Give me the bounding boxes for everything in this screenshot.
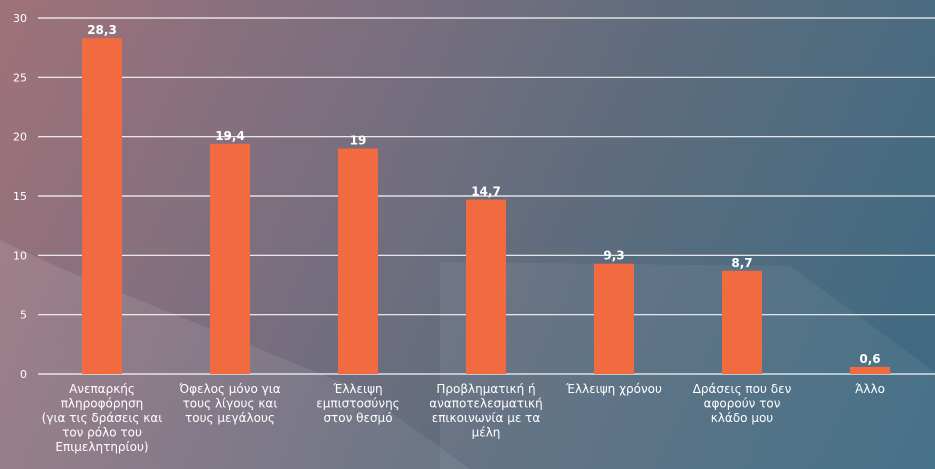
bar-value-label: 8,7 (731, 256, 752, 270)
category-label: τον ρόλο του (62, 426, 142, 440)
category-label: Επιμελητηρίου) (55, 440, 148, 454)
category-label: Δράσεις που δεν (693, 382, 792, 396)
bar-value-label: 14,7 (471, 185, 501, 199)
bar-value-label: 19,4 (215, 129, 245, 143)
bar-3 (338, 148, 378, 374)
category-label: Ανεπαρκής (69, 382, 135, 396)
category-label: Προβληματική ή (436, 382, 535, 396)
category-label: εμπιστοσύνης (316, 397, 399, 411)
category-label: Άλλο (855, 382, 885, 396)
category-label: επικοινωνία με τα (432, 411, 541, 425)
category-label: Έλλειψη χρόνου (565, 382, 662, 396)
bar-value-label: 9,3 (603, 249, 624, 263)
y-tick-label: 10 (13, 249, 27, 262)
category-label: πληροφόρηση (61, 397, 144, 411)
bar-value-label: 0,6 (859, 352, 880, 366)
category-label: τους λίγους και (183, 397, 278, 411)
category-label: στον θεσμό (323, 411, 392, 425)
bar-6 (722, 270, 762, 374)
y-tick-label: 20 (13, 131, 27, 144)
bar-1 (82, 38, 122, 374)
category-label: (για τις δράσεις και (42, 411, 163, 425)
category-label: Έλλειψη (332, 382, 382, 396)
category-label: αφορούν τον (704, 397, 781, 411)
bar-4 (466, 199, 506, 374)
y-tick-label: 25 (13, 71, 27, 84)
bar-value-label: 28,3 (87, 23, 117, 37)
category-label: κλάδο μου (711, 411, 774, 425)
category-label: μέλη (472, 426, 501, 440)
category-label: τους μεγάλους (185, 411, 275, 425)
bar-5 (594, 263, 634, 374)
bar-value-label: 19 (350, 134, 367, 148)
bar-7 (850, 366, 890, 374)
y-tick-label: 5 (20, 309, 27, 322)
y-tick-label: 15 (13, 190, 27, 203)
y-tick-label: 30 (13, 12, 27, 25)
bar-2 (210, 143, 250, 374)
category-label: Όφελος μόνο για (178, 382, 280, 396)
category-label: αναποτελεσματική (429, 397, 543, 411)
y-tick-label: 0 (20, 368, 27, 381)
